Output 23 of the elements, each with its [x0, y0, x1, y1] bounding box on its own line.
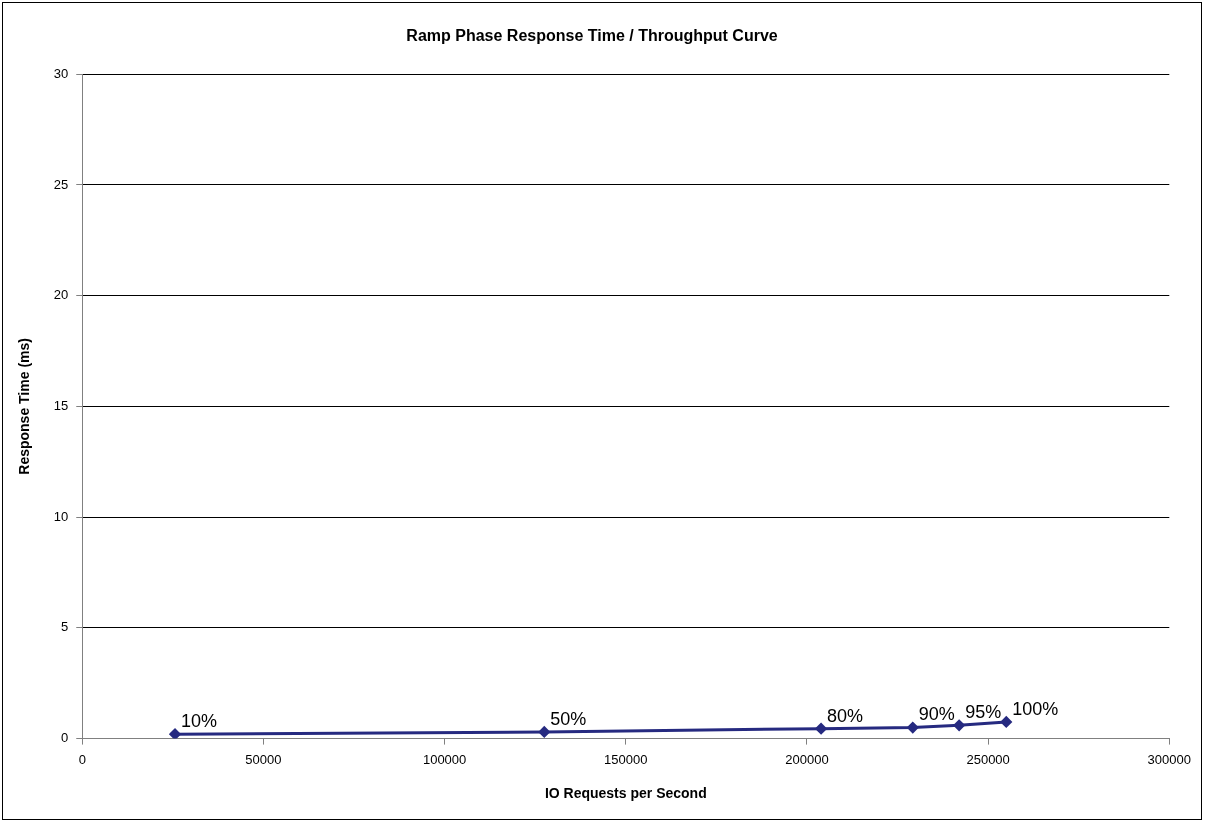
x-tick-label: 200000 — [785, 751, 829, 767]
y-axis-title: Response Time (ms) — [16, 338, 33, 475]
x-tick-label: 50000 — [245, 751, 282, 767]
x-axis-title: IO Requests per Second — [544, 785, 707, 802]
annotation: 95% — [965, 702, 1002, 723]
chart-title: Ramp Phase Response Time / Throughput Curve — [406, 27, 778, 45]
x-tick-label: 100000 — [422, 751, 467, 767]
y-tick-label: 10 — [53, 508, 69, 524]
y-tick-label: 30 — [53, 65, 69, 81]
y-tick-label: 20 — [53, 287, 69, 303]
y-tick-label: 25 — [53, 176, 69, 192]
x-tick-label: 250000 — [966, 751, 1010, 767]
annotation: 10% — [181, 711, 218, 732]
annotation: 50% — [550, 708, 587, 729]
annotation: 100% — [1012, 698, 1059, 719]
annotation: 90% — [918, 704, 955, 725]
y-tick-label: 0 — [61, 730, 69, 746]
y-tick-label: 5 — [61, 619, 69, 635]
x-tick-label: 0 — [78, 751, 86, 767]
x-tick-label: 300000 — [1147, 751, 1192, 767]
x-tick-label: 150000 — [604, 751, 648, 767]
annotation: 80% — [827, 705, 864, 726]
y-tick-label: 15 — [53, 397, 69, 413]
